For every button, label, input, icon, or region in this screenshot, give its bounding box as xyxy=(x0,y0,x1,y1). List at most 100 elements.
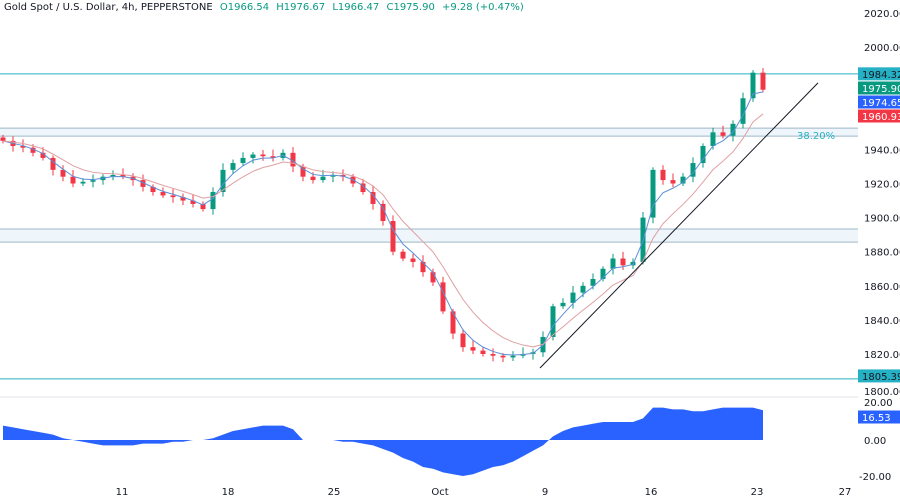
candle xyxy=(420,255,426,277)
candle-body xyxy=(110,174,116,177)
candle-body xyxy=(720,132,726,136)
candle-body xyxy=(0,137,6,141)
time-tick-label: 9 xyxy=(542,487,548,498)
candle xyxy=(290,147,296,173)
price-tick-label: 1880.00 xyxy=(864,248,900,259)
candle-body xyxy=(80,181,86,184)
candle-body xyxy=(220,169,226,193)
candle-body xyxy=(480,350,486,354)
candle-body xyxy=(600,268,606,279)
candle-body xyxy=(420,261,426,273)
candle xyxy=(340,169,346,182)
candle-body xyxy=(510,355,516,358)
level-tag-bg xyxy=(858,369,900,383)
candle xyxy=(0,134,6,144)
candle xyxy=(530,348,536,360)
candle-body xyxy=(20,145,26,148)
candle-body xyxy=(620,258,626,266)
candle xyxy=(730,120,736,142)
candle-body xyxy=(370,192,376,204)
candle xyxy=(170,188,176,203)
candle-body xyxy=(560,302,566,307)
price-tick-label: 1920.00 xyxy=(864,180,900,191)
candle xyxy=(180,193,186,206)
candle xyxy=(750,70,756,102)
candle-body xyxy=(590,278,596,286)
candle-body xyxy=(500,355,506,358)
candle xyxy=(490,348,496,362)
candle-body xyxy=(660,169,666,181)
candle-body xyxy=(580,285,586,293)
candle-body xyxy=(160,192,166,196)
candle xyxy=(460,328,466,352)
candle-body xyxy=(470,347,476,351)
candle xyxy=(720,125,726,139)
price-tick-label: 2000.00 xyxy=(864,43,900,54)
candle-body xyxy=(360,183,366,193)
candle xyxy=(480,347,486,357)
candle-body xyxy=(30,147,36,153)
candle xyxy=(610,253,616,275)
candle-body xyxy=(450,311,456,334)
candle-body xyxy=(290,152,296,167)
oscillator-value-tag: 16.53 xyxy=(862,413,891,424)
candle-body xyxy=(150,186,156,193)
oscillator-value-tag-bg xyxy=(858,410,900,424)
price-tick-label: 1900.00 xyxy=(864,214,900,225)
slow-ma-line xyxy=(2,113,764,348)
price-tag-bg xyxy=(858,81,900,95)
candle-body xyxy=(200,203,206,210)
candle-body xyxy=(570,292,576,303)
candle xyxy=(120,168,126,180)
candle xyxy=(110,170,116,181)
time-tick-label: 25 xyxy=(328,487,341,498)
symbol-title: Gold Spot / U.S. Dollar, 4h, PEPPERSTONE xyxy=(4,2,213,13)
candle-body xyxy=(390,221,396,252)
candle-body xyxy=(690,163,696,177)
candle xyxy=(670,173,676,188)
candle-body xyxy=(680,176,686,184)
candle-body xyxy=(650,169,656,218)
candle xyxy=(410,253,416,268)
candle xyxy=(360,178,366,195)
price-tag: 1960.93 xyxy=(862,112,900,123)
candle-body xyxy=(380,203,386,222)
candle xyxy=(570,285,576,309)
candle-body xyxy=(230,163,236,170)
fast-ma-line xyxy=(2,91,764,356)
candle-body xyxy=(670,180,676,184)
candle-body xyxy=(730,123,736,136)
candle-body xyxy=(400,251,406,259)
candle xyxy=(370,185,376,210)
candle xyxy=(60,165,66,182)
candle xyxy=(690,157,696,183)
candle-body xyxy=(700,145,706,164)
level-tag: 1805.39 xyxy=(862,372,900,383)
candle xyxy=(210,187,216,215)
zone-fill xyxy=(0,128,858,137)
candle xyxy=(240,152,246,166)
time-tick-label: 27 xyxy=(839,487,852,498)
price-tag-bg xyxy=(858,109,900,123)
price-tick-label: 1940.00 xyxy=(864,145,900,156)
oscillator-tick-label: -20.00 xyxy=(859,472,891,483)
price-tag: 1975.90 xyxy=(862,84,900,95)
candle xyxy=(650,167,656,224)
candle-body xyxy=(430,272,436,283)
candle xyxy=(70,170,76,188)
candle xyxy=(380,200,386,226)
candle-body xyxy=(710,132,716,146)
oscillator-tick-label: 0.00 xyxy=(864,436,886,447)
time-tick-label: 16 xyxy=(645,487,658,498)
candle-body xyxy=(410,258,416,262)
candle xyxy=(50,155,56,176)
time-tick-label: Oct xyxy=(431,487,448,498)
trendline xyxy=(539,82,819,369)
candle-body xyxy=(250,154,256,158)
candle xyxy=(200,201,206,212)
time-tick-label: 11 xyxy=(116,487,129,498)
low-value: L1966.47 xyxy=(332,2,380,13)
high-value: H1976.67 xyxy=(276,2,326,13)
candle-body xyxy=(490,354,496,356)
